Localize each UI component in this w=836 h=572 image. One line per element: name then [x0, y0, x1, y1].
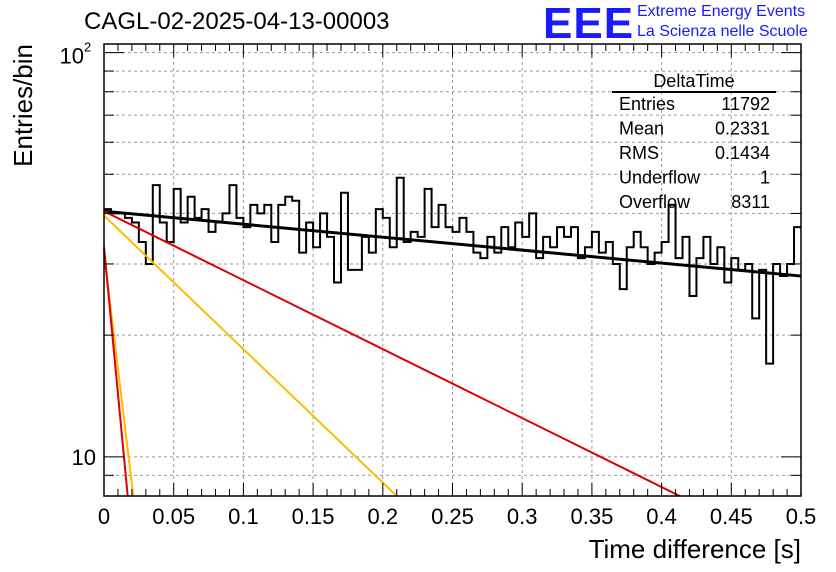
series-layer — [104, 176, 801, 365]
fit-layer — [103, 209, 802, 497]
stats-row-label: Underflow — [619, 168, 701, 188]
fit-curve — [103, 209, 802, 278]
stats-box: DeltaTime Entries 11792 Mean 0.2331 RMS 0.1434… — [612, 71, 776, 212]
stats-row-label: Overflow — [619, 192, 691, 212]
tick-layer — [103, 44, 802, 497]
chart-title: CAGL-02-2025-04-13-00003 — [84, 8, 390, 35]
stats-row-label: Entries — [619, 94, 675, 114]
x-tick-label: 0.4 — [646, 504, 677, 529]
y-axis-title: Entries/bin — [8, 44, 38, 167]
x-tick-label: 0.15 — [292, 504, 335, 529]
stats-row-value: 11792 — [721, 94, 770, 114]
stats-row-value: 1 — [760, 168, 770, 188]
y-tick-label: 10 — [72, 445, 96, 470]
x-tick-label: 0.25 — [431, 504, 474, 529]
fit-curve — [103, 247, 129, 497]
label-layer: 0 0.05 0.1 0.15 0.2 0.25 0.3 0.35 0.4 0.45 0.51010… — [8, 40, 816, 564]
fit-curve — [103, 214, 398, 497]
stats-row-label: RMS — [619, 143, 659, 163]
x-tick-label: 0.45 — [710, 504, 753, 529]
x-tick-label: 0.1 — [228, 504, 259, 529]
x-tick-label: 0.3 — [507, 504, 538, 529]
logo-line-2: La Scienza nelle Scuole — [637, 23, 808, 40]
x-axis-title: Time difference [s] — [589, 534, 801, 564]
stats-row-value: 0.2331 — [715, 119, 770, 139]
y-tick-exponent: 2 — [84, 40, 91, 55]
histogram-steps — [104, 176, 801, 365]
x-tick-label: 0.5 — [786, 504, 817, 529]
stats-row-label: Mean — [619, 119, 664, 139]
stats-row-value: 0.1434 — [715, 143, 770, 163]
fit-curve — [103, 210, 681, 497]
eee-logo: EEE — [543, 0, 635, 48]
x-tick-label: 0 — [98, 504, 110, 529]
x-tick-label: 0.2 — [368, 504, 399, 529]
x-tick-label: 0.05 — [152, 504, 195, 529]
stats-row-value: 8311 — [731, 192, 770, 212]
x-tick-label: 0.35 — [570, 504, 613, 529]
logo-line-1: Extreme Energy Events — [637, 3, 806, 20]
stats-box-name: DeltaTime — [653, 71, 734, 91]
y-tick-label: 10 — [60, 44, 84, 69]
